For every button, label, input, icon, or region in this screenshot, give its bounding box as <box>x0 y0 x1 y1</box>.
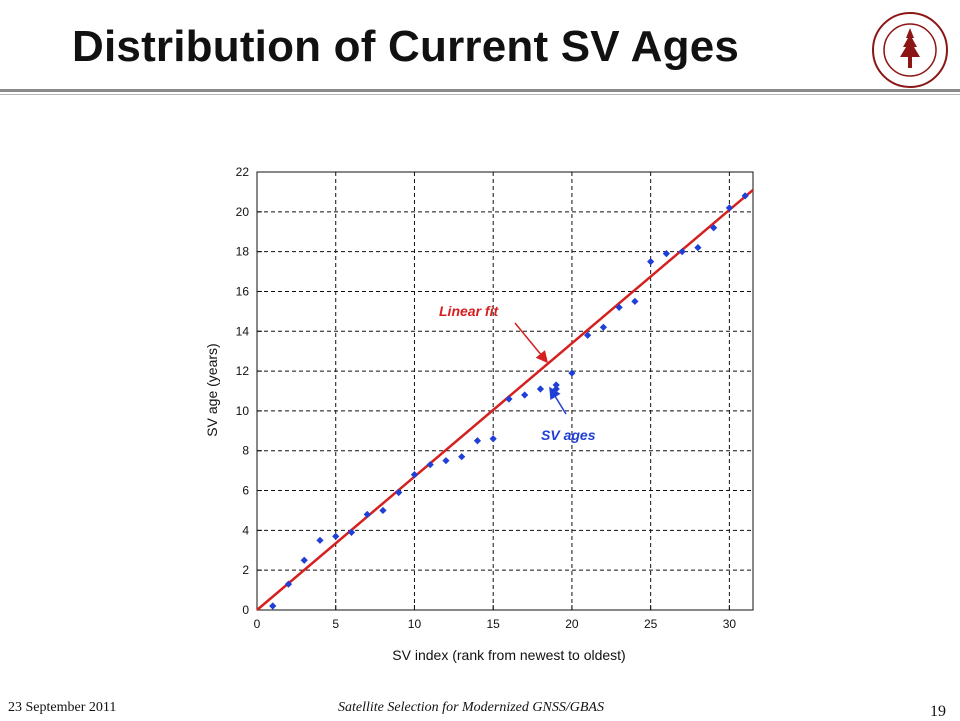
y-tick-label: 6 <box>242 484 249 498</box>
y-tick-label: 8 <box>242 444 249 458</box>
sv-age-point <box>347 528 356 536</box>
x-tick-label: 25 <box>644 617 658 631</box>
y-tick-label: 14 <box>236 324 250 338</box>
sv-age-point <box>269 602 277 610</box>
slide-title: Distribution of Current SV Ages <box>72 22 740 71</box>
tick-labels: 0 5 10 15 20 25 30 0 2 4 6 8 10 12 14 16 18 20 22 <box>236 165 737 631</box>
sv-age-point <box>631 297 639 306</box>
sv-age-point <box>379 506 387 515</box>
sv-age-point <box>678 248 686 256</box>
sv-age-point <box>725 204 733 212</box>
sv-age-point <box>300 556 308 564</box>
y-tick-label: 16 <box>236 284 250 298</box>
linear-fit-line <box>256 188 754 611</box>
sv-age-point <box>489 435 497 443</box>
sv-age-point <box>473 437 482 445</box>
data-layer <box>256 188 754 611</box>
sv-age-point <box>584 331 592 339</box>
sv-age-point <box>647 257 655 266</box>
title-divider-thin <box>0 94 960 95</box>
sv-age-point <box>363 510 371 519</box>
y-axis-label: SV age (years) <box>204 343 220 436</box>
footer-date: 23 September 2011 <box>8 700 117 715</box>
sv-age-point <box>521 391 529 399</box>
x-tick-label: 15 <box>487 617 501 631</box>
sv-age-point <box>458 453 466 461</box>
sv-age-point <box>395 488 403 497</box>
y-tick-label: 12 <box>236 364 250 378</box>
x-tick-label: 0 <box>254 617 261 631</box>
page-number: 19 <box>930 703 946 720</box>
y-tick-label: 4 <box>242 523 249 537</box>
grid-lines <box>256 171 753 611</box>
y-tick-label: 18 <box>236 245 250 259</box>
sv-age-point <box>316 536 324 544</box>
y-tick-label: 2 <box>242 563 249 577</box>
sv-age-point <box>332 532 340 540</box>
sv-age-point <box>694 244 702 252</box>
plot-frame <box>256 171 754 611</box>
sv-age-point <box>710 224 718 232</box>
x-tick-label: 5 <box>332 617 339 631</box>
x-axis-label: SV index (rank from newest to oldest) <box>392 647 625 663</box>
sv-age-point <box>615 303 623 311</box>
sv-age-point <box>284 580 293 588</box>
y-tick-label: 10 <box>236 404 250 418</box>
y-tick-label: 20 <box>236 205 250 219</box>
sv-age-point <box>568 369 576 377</box>
title-divider <box>0 89 960 92</box>
university-seal-logo <box>872 12 948 88</box>
x-tick-label: 30 <box>723 617 737 631</box>
linear-fit-annotation: Linear fit <box>439 303 499 319</box>
x-tick-label: 20 <box>565 617 579 631</box>
sv-age-point <box>536 385 545 393</box>
sv-age-point <box>505 395 513 403</box>
sv-age-point <box>599 323 608 331</box>
y-tick-label: 0 <box>242 603 249 617</box>
y-tick-label: 22 <box>236 165 250 179</box>
x-tick-label: 10 <box>408 617 422 631</box>
linear-fit-arrow <box>514 322 548 364</box>
sv-age-point <box>741 192 749 200</box>
sv-age-point <box>442 457 450 465</box>
sv-age-point <box>662 250 670 258</box>
footer-presentation-title: Satellite Selection for Modernized GNSS/… <box>338 700 604 715</box>
sv-ages-annotation: SV ages <box>541 427 596 443</box>
sv-age-point <box>426 461 434 469</box>
sv-age-point <box>552 385 560 393</box>
sv-age-point <box>410 471 419 479</box>
sv-ages-arrow <box>549 386 567 415</box>
